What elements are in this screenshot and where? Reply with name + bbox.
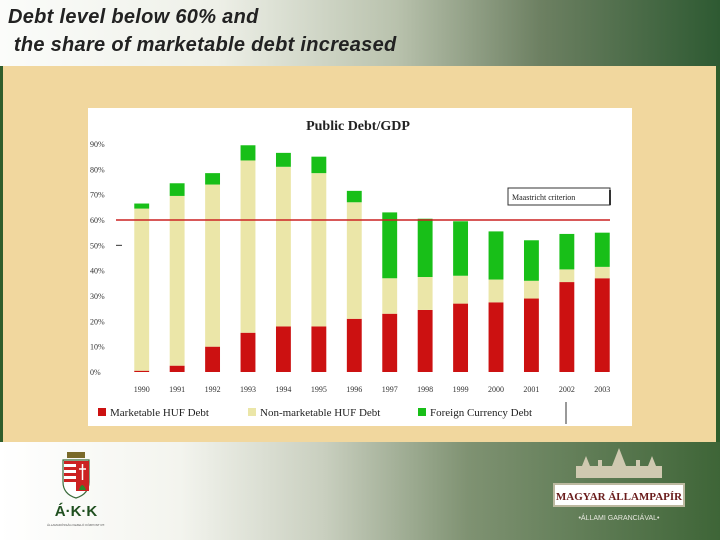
bar-foreign-1994	[275, 152, 291, 167]
y-axis: 0% 10% 20% 30% 40% 50% 60% 70% 80% 90%	[90, 140, 105, 377]
bar-non-marketable-1990	[134, 208, 150, 371]
bar-foreign-2003	[594, 232, 610, 267]
x-tick-label: 1994	[275, 385, 291, 394]
x-tick-label: 1995	[311, 385, 327, 394]
bar-marketable-2001	[523, 298, 539, 372]
legend-swatch-0	[98, 408, 106, 416]
maastricht-reference: Maastricht criterion	[116, 187, 611, 246]
maastricht-label: Maastricht criterion	[512, 193, 575, 202]
x-tick-label: 1997	[382, 385, 398, 394]
bar-non-marketable-1992	[205, 184, 221, 347]
chart-title: Public Debt/GDP	[306, 119, 410, 134]
bar-marketable-1996	[346, 318, 362, 372]
legend-label-2: Foreign Currency Debt	[430, 407, 532, 419]
bar-non-marketable-2001	[523, 280, 539, 299]
bar-foreign-2002	[559, 233, 575, 270]
legend-label-1: Non-marketable HUF Debt	[260, 407, 380, 419]
y-tick-label: 70%	[90, 191, 105, 200]
slide-title-line-1: Debt level below 60% and	[8, 6, 259, 28]
bar-foreign-1999	[453, 221, 469, 276]
x-tick-label: 2000	[488, 385, 504, 394]
bar-marketable-2000	[488, 302, 504, 372]
bar-marketable-1991	[169, 365, 185, 372]
x-tick-label: 1991	[169, 385, 185, 394]
bar-non-marketable-1991	[169, 195, 185, 366]
bar-non-marketable-1993	[240, 160, 256, 333]
public-debt-chart: Public Debt/GDP 0% 10% 20% 30% 40% 50% 60% 70% 8…	[90, 119, 611, 424]
x-tick-label: 1993	[240, 385, 256, 394]
bar-marketable-1992	[205, 346, 221, 372]
bar-marketable-1990	[134, 370, 150, 372]
akk-logo-text: Á·K·K	[55, 503, 98, 520]
y-tick-label: 40%	[90, 267, 105, 276]
bar-foreign-1995	[311, 156, 327, 174]
bar-marketable-1999	[453, 303, 469, 372]
bar-non-marketable-2000	[488, 279, 504, 303]
akk-logo-subtext: ÁLLAMADÓSSÁG KEZELŐ KÖZPONT RT.	[47, 522, 105, 527]
y-tick-label: 80%	[90, 165, 105, 174]
bar-non-marketable-1997	[382, 278, 398, 314]
title-bar: Debt level below 60% and the share of ma…	[0, 0, 720, 66]
y-tick-label: 0%	[90, 368, 101, 377]
bar-marketable-1997	[382, 313, 398, 372]
bar-foreign-1991	[169, 183, 185, 196]
bar-foreign-1996	[346, 190, 362, 203]
bar-marketable-1995	[311, 326, 327, 372]
bar-non-marketable-1998	[417, 277, 433, 310]
chart-panel: Public Debt/GDP 0% 10% 20% 30% 40% 50% 60% 70% 8…	[88, 108, 632, 426]
magyar-allampapir-logo: MAGYAR ÁLLAMPAPÍR •ÁLLAMI GARANCIÁVAL•	[553, 448, 685, 522]
bars-group	[134, 145, 610, 372]
bar-non-marketable-2002	[559, 269, 575, 283]
chart-legend: Marketable HUF Debt Non-marketable HUF De…	[98, 402, 567, 424]
bar-foreign-1990	[134, 203, 150, 209]
bar-marketable-1994	[275, 326, 291, 372]
akk-logo: Á·K·K ÁLLAMADÓSSÁG KEZELŐ KÖZPONT RT.	[47, 452, 105, 527]
legend-swatch-1	[248, 408, 256, 416]
bar-non-marketable-2003	[594, 266, 610, 279]
x-tick-label: 2002	[559, 385, 575, 394]
magyar-allampapir-text: MAGYAR ÁLLAMPAPÍR	[556, 491, 683, 503]
y-tick-label: 30%	[90, 292, 105, 301]
coat-of-arms-icon	[62, 452, 90, 499]
y-tick-label: 10%	[90, 343, 105, 352]
y-tick-label: 20%	[90, 317, 105, 326]
bar-foreign-2001	[523, 240, 539, 281]
legend-swatch-2	[418, 408, 426, 416]
x-tick-label: 1992	[205, 385, 221, 394]
bar-non-marketable-1995	[311, 173, 327, 327]
x-tick-label: 2003	[594, 385, 610, 394]
legend-label-0: Marketable HUF Debt	[110, 407, 209, 419]
parliament-icon	[576, 448, 662, 478]
y-tick-label: 50%	[90, 241, 105, 250]
x-axis: 1990 1991 1992 1993 1994 1995 1996 1997 1998 1999…	[134, 385, 611, 394]
bar-foreign-1992	[205, 173, 221, 185]
bar-marketable-1998	[417, 309, 433, 372]
x-tick-label: 1990	[134, 385, 150, 394]
y-tick-label: 60%	[90, 216, 105, 225]
bar-non-marketable-1996	[346, 202, 362, 319]
x-tick-label: 1998	[417, 385, 433, 394]
bar-non-marketable-1999	[453, 275, 469, 304]
bar-foreign-1993	[240, 145, 256, 161]
bar-foreign-1998	[417, 218, 433, 277]
y-tick-label: 90%	[90, 140, 105, 149]
bar-marketable-2003	[594, 278, 610, 372]
bar-marketable-2002	[559, 282, 575, 372]
x-tick-label: 1999	[453, 385, 469, 394]
bar-marketable-1993	[240, 332, 256, 372]
x-tick-label: 2001	[523, 385, 539, 394]
bar-foreign-2000	[488, 231, 504, 280]
bar-foreign-1997	[382, 212, 398, 279]
x-tick-label: 1996	[346, 385, 362, 394]
allami-garanciaval-text: •ÁLLAMI GARANCIÁVAL•	[578, 513, 660, 522]
bar-non-marketable-1994	[275, 166, 291, 327]
slide-title-line-2: the share of marketable debt increased	[8, 34, 397, 56]
